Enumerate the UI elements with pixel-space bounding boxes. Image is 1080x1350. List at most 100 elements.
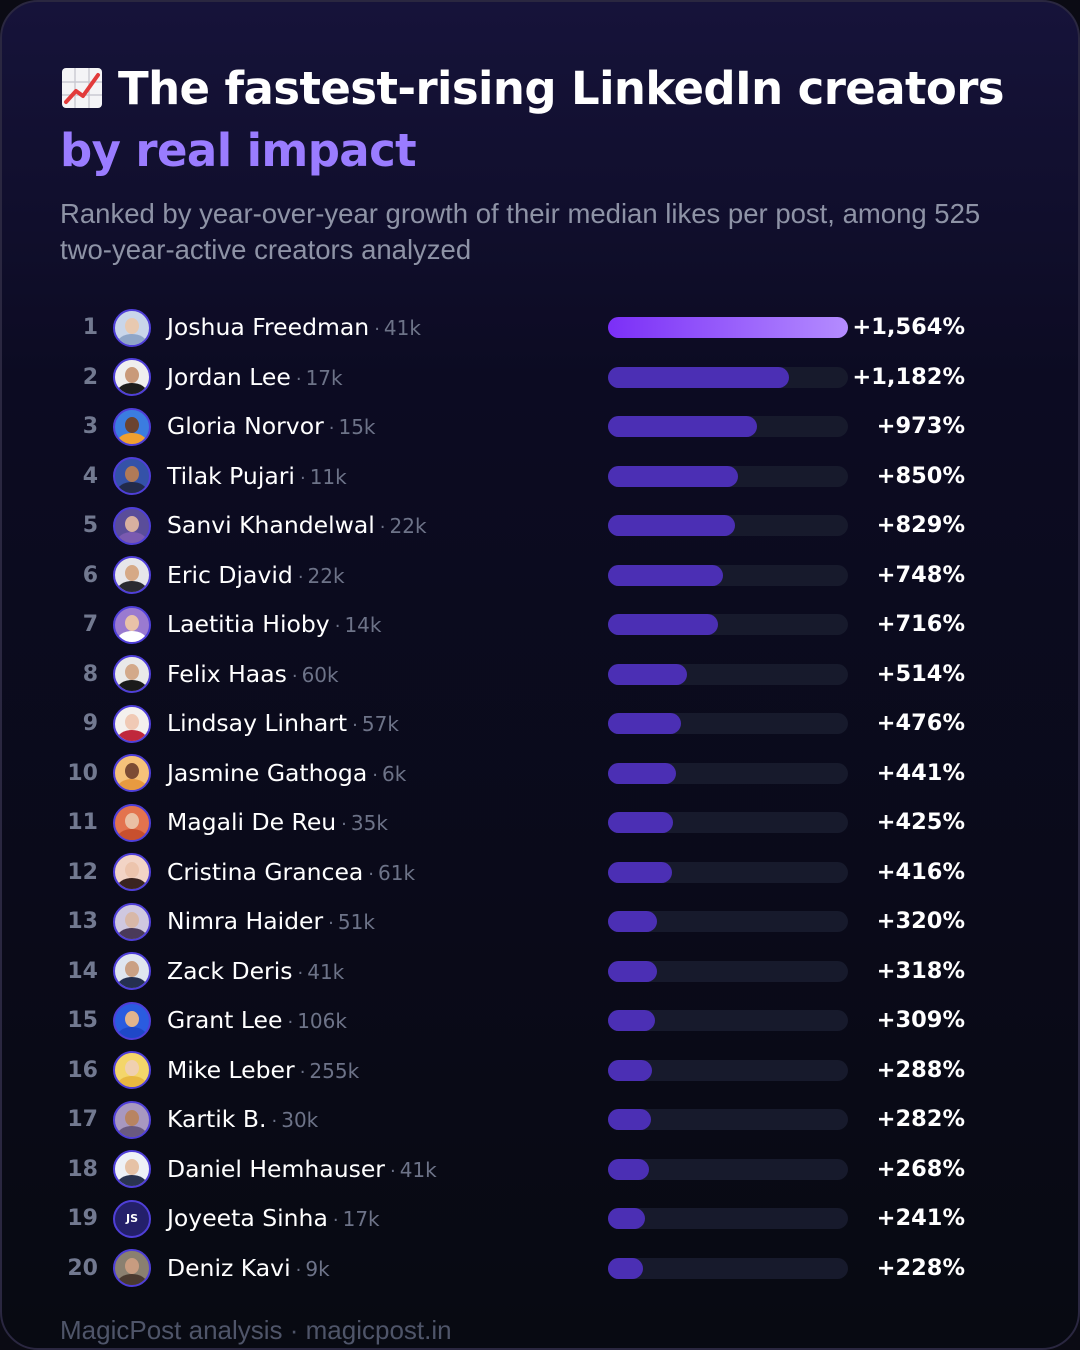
rank-number: 7: [82, 612, 98, 637]
follower-count: 17k: [342, 1207, 380, 1231]
growth-bar: [608, 1208, 645, 1229]
page-title: The fastest-rising LinkedIn creators by …: [60, 58, 1020, 182]
bar-track: [608, 1158, 848, 1180]
growth-percent: +1,564%: [852, 314, 965, 340]
footer-credit: MagicPost analysis · magicpost.in: [60, 1315, 452, 1345]
bar-track: [608, 911, 848, 932]
creator-name: Nimra Haider: [167, 907, 324, 935]
rank-number: 15: [67, 1008, 98, 1033]
avatar: [113, 556, 151, 594]
bar-track: [608, 812, 848, 833]
separator-dot: ·: [374, 319, 380, 340]
bar-track: [608, 1010, 848, 1031]
avatar-torso: [117, 1076, 147, 1087]
bar-track: [608, 762, 848, 784]
rank-number: 19: [67, 1206, 98, 1231]
avatar: [113, 1001, 151, 1040]
avatar: [113, 754, 151, 792]
avatar-face: [125, 416, 139, 433]
growth-percent: +973%: [876, 413, 965, 439]
follower-count: 6k: [381, 761, 407, 786]
table-row: 6 Eric Djavid · 22k +748%: [2, 551, 1078, 601]
bar-track: [608, 1257, 848, 1279]
growth-bar: [608, 1059, 652, 1081]
creator-name: Joyeeta Sinha: [167, 1204, 328, 1232]
avatar-torso: [117, 779, 147, 790]
table-row: 7 Laetitia Hioby · 14k +716%: [2, 600, 1078, 650]
page-subtitle: Ranked by year-over-year growth of their…: [60, 198, 981, 265]
growth-percent: +320%: [876, 908, 965, 934]
growth-bar: [608, 416, 757, 437]
avatar-face: [125, 515, 139, 532]
avatar: [113, 853, 151, 891]
growth-bar: [608, 1257, 643, 1279]
creator-name: Jasmine Gathoga: [167, 758, 368, 787]
table-row: 20 Deniz Kavi · 9k +228%: [2, 1244, 1078, 1294]
separator-dot: ·: [372, 764, 378, 786]
growth-percent: +288%: [876, 1056, 965, 1083]
rank-number: 5: [82, 513, 98, 538]
bar-track: [608, 1059, 848, 1081]
avatar-torso: [117, 1274, 147, 1285]
creator-label: Zack Deris · 41k: [167, 947, 344, 997]
separator-dot: ·: [291, 665, 298, 687]
growth-percent: +268%: [876, 1155, 965, 1182]
creator-label: Tilak Pujari · 11k: [167, 452, 347, 502]
avatar-torso: [117, 927, 147, 939]
rank-number: 8: [82, 661, 98, 687]
avatar-face: [125, 1109, 139, 1126]
growth-bar: [608, 614, 718, 635]
avatar: [113, 1100, 151, 1139]
follower-count: 41k: [307, 959, 345, 984]
rank-number: 4: [82, 463, 98, 489]
creator-name: Sanvi Khandelwal: [167, 511, 375, 539]
growth-percent: +829%: [876, 512, 965, 538]
separator-dot: ·: [299, 1061, 306, 1083]
separator-dot: ·: [389, 1160, 396, 1182]
avatar-torso: [117, 630, 147, 642]
bar-track: [608, 317, 848, 338]
follower-count: 35k: [350, 811, 388, 835]
table-row: 18 Daniel Hemhauser · 41k +268%: [2, 1145, 1078, 1195]
rank-number: 12: [67, 859, 98, 885]
growth-percent: +476%: [876, 710, 965, 736]
separator-dot: ·: [341, 814, 347, 835]
avatar-torso: [117, 1026, 147, 1038]
separator-dot: ·: [332, 1210, 339, 1231]
rank-number: 1: [82, 315, 98, 340]
bar-track: [608, 861, 848, 883]
follower-count: 9k: [305, 1256, 330, 1281]
growth-percent: +441%: [876, 759, 965, 786]
creator-name: Laetitia Hioby: [167, 610, 330, 638]
avatar-face: [125, 317, 139, 334]
avatar-torso: [117, 531, 147, 543]
growth-bar: [608, 317, 848, 338]
separator-dot: ·: [379, 517, 386, 538]
creator-label: Felix Haas · 60k: [167, 650, 339, 700]
creator-label: Eric Djavid · 22k: [167, 551, 345, 601]
avatar: [113, 1150, 151, 1188]
bar-track: [608, 465, 848, 487]
avatar-face: [125, 1159, 139, 1175]
avatar-torso: [117, 1125, 147, 1137]
creator-label: Daniel Hemhauser · 41k: [167, 1145, 437, 1195]
growth-percent: +1,182%: [852, 363, 965, 390]
header: The fastest-rising LinkedIn creators by …: [60, 58, 1020, 268]
avatar: [113, 655, 151, 693]
creator-name: Eric Djavid: [167, 560, 293, 589]
avatar-face: [125, 565, 139, 581]
avatar: [113, 358, 151, 396]
growth-percent: +241%: [876, 1205, 965, 1231]
growth-bar: [608, 1158, 649, 1180]
avatar: [113, 457, 151, 495]
avatar-torso: [117, 482, 147, 493]
separator-dot: ·: [328, 418, 335, 439]
rank-number: 13: [67, 909, 98, 934]
follower-count: 17k: [305, 365, 343, 390]
growth-bar: [608, 663, 687, 685]
avatar-face: [125, 664, 139, 680]
rank-number: 17: [67, 1107, 98, 1132]
creator-name: Kartik B.: [167, 1105, 267, 1133]
creator-name: Cristina Grancea: [167, 857, 364, 886]
creator-name: Felix Haas: [167, 659, 287, 688]
